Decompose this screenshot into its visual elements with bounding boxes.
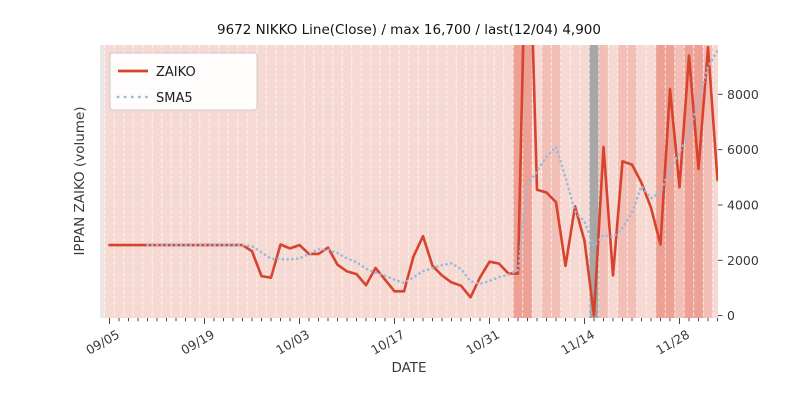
plot-band bbox=[560, 45, 571, 318]
plot-band bbox=[579, 45, 590, 318]
plot-band bbox=[190, 45, 200, 318]
x-tick-label: 09/19 bbox=[178, 327, 217, 358]
x-tick-label: 09/05 bbox=[83, 327, 122, 358]
sma5-line bbox=[146, 49, 718, 286]
y-tick-label: 0 bbox=[727, 308, 735, 323]
plot-band bbox=[370, 45, 381, 318]
background-bands bbox=[100, 45, 718, 318]
x-axis-ticks: 09/05 09/19 10/03 10/17 10/31 11/14 11/28 bbox=[83, 318, 718, 358]
x-axis-label: DATE bbox=[391, 360, 426, 376]
plot-band bbox=[275, 45, 286, 318]
x-tick-label: 11/28 bbox=[653, 327, 692, 358]
y-axis-ticks: 0 2000 4000 6000 8000 bbox=[718, 87, 759, 323]
y-tick-label: 6000 bbox=[727, 142, 759, 157]
legend: ZAIKO SMA5 bbox=[109, 52, 258, 111]
plot-band bbox=[408, 45, 419, 318]
plot-band bbox=[627, 45, 637, 318]
plot-band bbox=[133, 45, 143, 318]
plot-band bbox=[427, 45, 438, 318]
plot-band bbox=[266, 45, 276, 318]
plot-band bbox=[655, 45, 666, 318]
plot-band bbox=[152, 45, 162, 318]
left-margin-band bbox=[100, 45, 105, 318]
plot-band bbox=[589, 45, 599, 318]
plot-band bbox=[209, 45, 219, 318]
plot-band bbox=[237, 45, 248, 318]
series-lines bbox=[108, 45, 718, 317]
plot-band bbox=[332, 45, 343, 318]
y-axis-label: IPPAN ZAIKO (volume) bbox=[72, 106, 88, 255]
plot-band bbox=[389, 45, 400, 318]
plot-band bbox=[228, 45, 238, 318]
plot-band bbox=[380, 45, 390, 318]
plot-band bbox=[171, 45, 181, 318]
legend-label-sma5: SMA5 bbox=[156, 91, 193, 106]
x-tick-label: 10/17 bbox=[368, 327, 407, 358]
y-tick-label: 4000 bbox=[727, 197, 759, 212]
plot-band bbox=[608, 45, 618, 318]
plot-band bbox=[513, 45, 523, 318]
plot-band bbox=[437, 45, 447, 318]
plot-band bbox=[503, 45, 514, 318]
plot-band bbox=[646, 45, 656, 318]
plot-band bbox=[361, 45, 371, 318]
plot-band bbox=[123, 45, 134, 318]
plot-band bbox=[199, 45, 210, 318]
plot-band bbox=[465, 45, 476, 318]
plot-band bbox=[551, 45, 561, 318]
plot-band bbox=[114, 45, 124, 318]
y-tick-label: 2000 bbox=[727, 253, 759, 268]
plot-band bbox=[256, 45, 267, 318]
x-tick-label: 10/03 bbox=[273, 327, 312, 358]
plot-band bbox=[342, 45, 352, 318]
plot-band bbox=[703, 45, 713, 318]
legend-label-zaiko: ZAIKO bbox=[156, 65, 196, 80]
plot-band bbox=[456, 45, 466, 318]
plot-band bbox=[693, 45, 704, 318]
plot-band bbox=[522, 45, 533, 318]
plot-band bbox=[570, 45, 580, 318]
plot-band bbox=[617, 45, 628, 318]
x-tick-label: 11/14 bbox=[558, 327, 597, 358]
plot-band bbox=[598, 45, 609, 318]
plot-band bbox=[161, 45, 172, 318]
plot-band bbox=[418, 45, 428, 318]
plot-band bbox=[294, 45, 305, 318]
plot-band bbox=[285, 45, 295, 318]
plot-band bbox=[180, 45, 191, 318]
plot-band bbox=[494, 45, 504, 318]
plot-band bbox=[541, 45, 552, 318]
plot-band bbox=[684, 45, 694, 318]
plot-band bbox=[104, 45, 115, 318]
plot-band bbox=[665, 45, 675, 318]
plot-band bbox=[484, 45, 495, 318]
plot-band bbox=[323, 45, 333, 318]
plot-band bbox=[446, 45, 457, 318]
plot-band bbox=[142, 45, 153, 318]
y-tick-label: 8000 bbox=[727, 87, 759, 102]
plot-band bbox=[712, 45, 718, 318]
plot-band bbox=[351, 45, 362, 318]
plot-band bbox=[247, 45, 257, 318]
plot-band bbox=[218, 45, 229, 318]
plot-band bbox=[399, 45, 409, 318]
x-tick-label: 10/31 bbox=[463, 327, 502, 358]
chart-title: 9672 NIKKO Line(Close) / max 16,700 / la… bbox=[217, 22, 601, 38]
plot-band bbox=[304, 45, 314, 318]
plot-band bbox=[313, 45, 324, 318]
plot-band bbox=[475, 45, 485, 318]
